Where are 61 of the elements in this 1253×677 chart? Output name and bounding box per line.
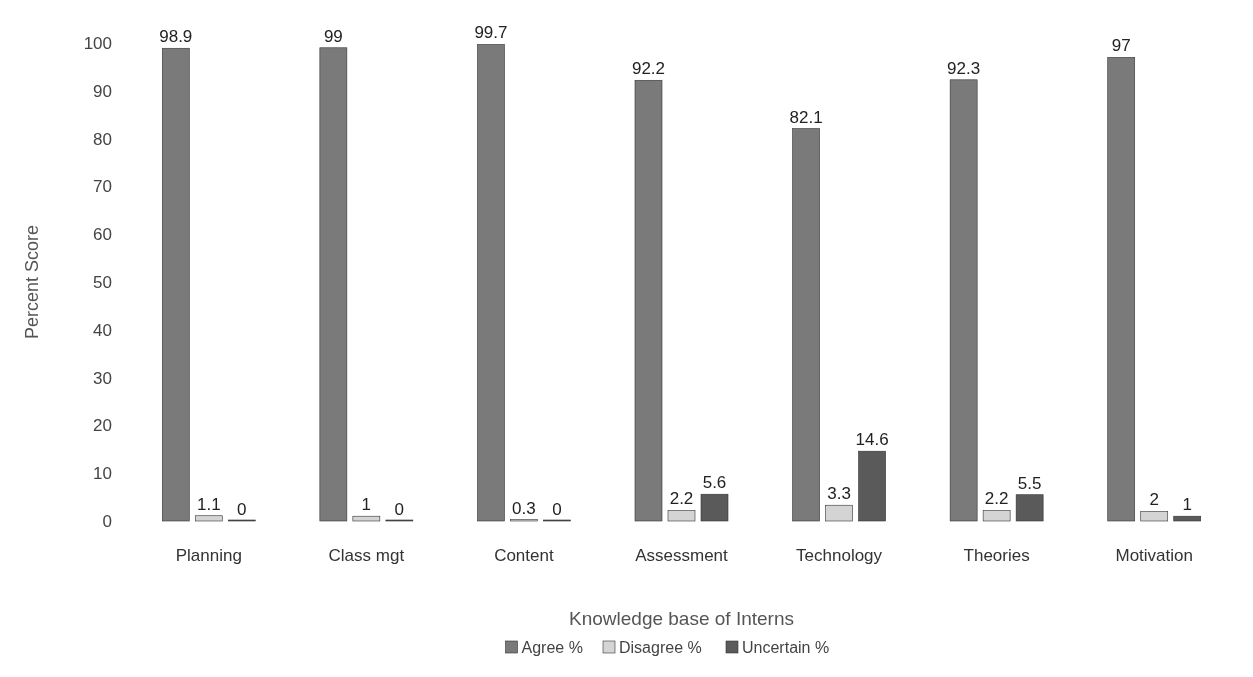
y-tick-label: 50	[93, 272, 112, 292]
bar	[1015, 494, 1044, 522]
data-label: 92.2	[631, 59, 666, 79]
legend-label: Uncertain %	[742, 638, 830, 656]
data-label: 2	[1149, 490, 1159, 510]
data-label: 0.3	[512, 498, 536, 518]
bar	[667, 510, 696, 522]
data-label: 1.1	[196, 494, 221, 514]
y-tick-label: 30	[93, 368, 112, 388]
y-tick-label: 20	[93, 416, 112, 436]
data-label: 99.7	[474, 23, 508, 43]
data-label: 98.9	[159, 27, 193, 47]
data-label: 5.5	[1017, 473, 1042, 493]
bar	[949, 79, 978, 522]
x-tick-label: Assessment	[635, 546, 729, 565]
legend-label: Disagree %	[619, 638, 702, 656]
data-label: 1	[361, 495, 372, 515]
bar	[825, 504, 853, 522]
data-label: 5.6	[702, 473, 727, 493]
bar	[477, 44, 505, 522]
data-label: 0	[394, 500, 405, 519]
y-tick-label: 100	[83, 33, 112, 53]
y-axis-title: Percent Score	[22, 224, 42, 340]
x-tick-label: Theories	[963, 546, 1030, 565]
data-label: 0	[552, 500, 562, 519]
data-label: 0	[237, 500, 247, 519]
bar	[700, 493, 729, 522]
y-tick-label: 60	[93, 225, 112, 245]
legend-label: Agree %	[521, 638, 583, 656]
x-tick-label: Class mgt	[328, 546, 405, 565]
data-label: 82.1	[789, 107, 823, 127]
bar	[634, 79, 663, 522]
y-tick-label: 80	[93, 129, 112, 149]
data-label: 2.2	[669, 489, 694, 509]
bar	[792, 128, 820, 522]
x-axis-title: Knowledge base of Interns	[569, 608, 794, 629]
y-tick-label: 40	[93, 320, 112, 340]
data-label: 97	[1111, 36, 1131, 56]
bar	[1140, 511, 1169, 522]
bar	[982, 510, 1011, 522]
y-tick-label: 90	[93, 81, 112, 101]
data-label: 92.3	[947, 58, 981, 78]
data-label: 14.6	[855, 430, 889, 450]
data-label: 3.3	[827, 484, 851, 504]
bar	[319, 47, 348, 522]
x-tick-label: Content	[494, 546, 554, 565]
bar	[194, 515, 223, 522]
x-tick-label: Technology	[796, 546, 883, 565]
bar	[858, 450, 886, 522]
y-tick-label: 70	[93, 177, 112, 197]
data-label: 2.2	[984, 489, 1009, 509]
y-tick-label: 0	[102, 511, 112, 531]
bar	[161, 47, 190, 522]
y-tick-label: 10	[93, 464, 112, 484]
x-tick-label: Motivation	[1115, 546, 1193, 565]
bar	[1173, 515, 1202, 522]
data-label: 99	[323, 26, 343, 46]
bar	[1107, 57, 1136, 522]
bar	[352, 515, 381, 522]
data-label: 1	[1182, 495, 1192, 515]
x-tick-label: Planning	[175, 546, 242, 565]
